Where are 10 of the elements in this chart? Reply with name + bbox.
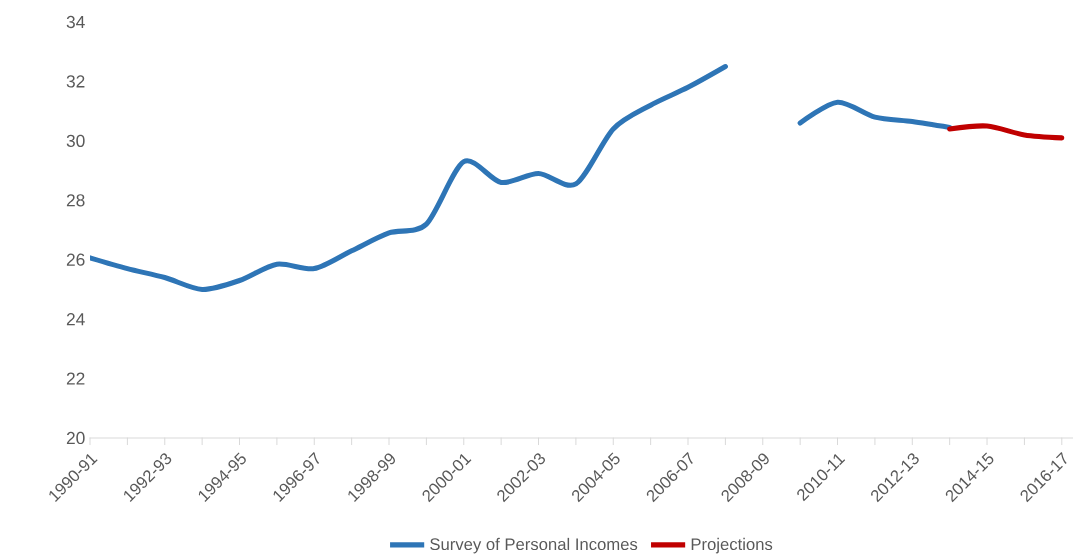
y-tick-label: 26 bbox=[66, 253, 85, 266]
y-tick-label: 30 bbox=[66, 134, 85, 147]
y-tick-label: 22 bbox=[66, 372, 85, 385]
legend-label: Projections bbox=[691, 537, 773, 554]
y-tick-label: 32 bbox=[66, 75, 85, 88]
y-tick-label: 34 bbox=[66, 15, 85, 29]
y-tick-label: 20 bbox=[66, 431, 85, 445]
y-tick-label: 28 bbox=[66, 194, 85, 207]
legend-label: Survey of Personal Incomes bbox=[430, 537, 638, 554]
y-tick-label: 24 bbox=[66, 313, 85, 326]
